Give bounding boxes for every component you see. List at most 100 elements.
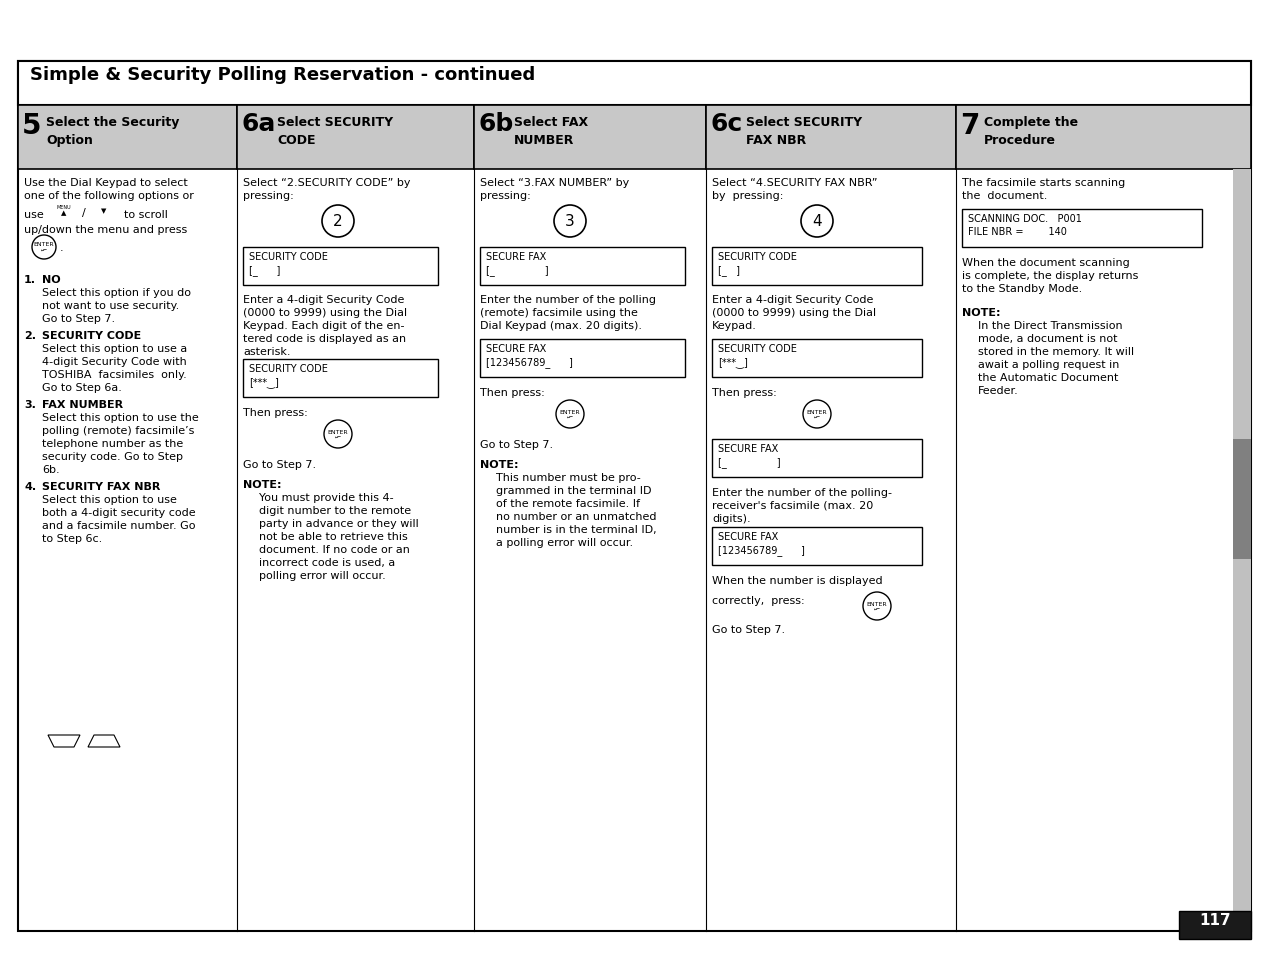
Text: You must provide this 4-: You must provide this 4- xyxy=(259,493,393,502)
Text: Select “3.FAX NUMBER” by: Select “3.FAX NUMBER” by xyxy=(480,178,629,188)
Bar xyxy=(956,106,1251,170)
Text: SECURE FAX: SECURE FAX xyxy=(718,532,778,541)
Polygon shape xyxy=(88,735,121,747)
Text: Select this option to use: Select this option to use xyxy=(42,495,176,504)
Text: ENTER: ENTER xyxy=(867,601,887,606)
Text: Go to Step 7.: Go to Step 7. xyxy=(242,459,316,470)
Text: 2: 2 xyxy=(334,214,343,230)
Text: Option: Option xyxy=(46,133,93,147)
Bar xyxy=(480,248,685,286)
Text: Select this option to use the: Select this option to use the xyxy=(42,413,199,422)
Text: .: . xyxy=(60,243,63,253)
Bar xyxy=(237,106,475,170)
Text: NOTE:: NOTE: xyxy=(962,308,1000,317)
Circle shape xyxy=(32,235,56,260)
Text: Go to Step 7.: Go to Step 7. xyxy=(42,314,115,324)
Text: 6b.: 6b. xyxy=(42,464,60,475)
Text: SECURE FAX: SECURE FAX xyxy=(486,344,546,354)
Text: SECURITY CODE: SECURITY CODE xyxy=(249,364,327,374)
Text: Select SECURITY: Select SECURITY xyxy=(746,116,862,129)
Text: Enter the number of the polling-: Enter the number of the polling- xyxy=(712,488,892,497)
Text: pressing:: pressing: xyxy=(242,191,293,201)
Text: ▲: ▲ xyxy=(61,210,67,215)
Text: tered code is displayed as an: tered code is displayed as an xyxy=(242,334,406,344)
Text: [***‿]: [***‿] xyxy=(718,356,747,368)
Text: The facsimile starts scanning: The facsimile starts scanning xyxy=(962,178,1126,188)
Text: mode, a document is not: mode, a document is not xyxy=(978,334,1118,344)
Bar xyxy=(1233,439,1251,559)
Text: NOTE:: NOTE: xyxy=(480,459,519,470)
Text: ←─: ←─ xyxy=(567,416,574,420)
Text: await a polling request in: await a polling request in xyxy=(978,359,1119,370)
Circle shape xyxy=(555,206,586,237)
Text: of the remote facsimile. If: of the remote facsimile. If xyxy=(496,498,640,509)
Text: not want to use security.: not want to use security. xyxy=(42,301,179,311)
Text: a polling error will occur.: a polling error will occur. xyxy=(496,537,633,547)
Text: telephone number as the: telephone number as the xyxy=(42,438,183,449)
Text: 117: 117 xyxy=(1199,912,1231,927)
Bar xyxy=(242,248,438,286)
Text: [_                ]: [_ ] xyxy=(718,456,780,467)
Text: Dial Keypad (max. 20 digits).: Dial Keypad (max. 20 digits). xyxy=(480,320,642,331)
Text: not be able to retrieve this: not be able to retrieve this xyxy=(259,532,407,541)
Text: ENTER: ENTER xyxy=(34,242,55,247)
Text: Feeder.: Feeder. xyxy=(978,386,1019,395)
Text: ENTER: ENTER xyxy=(560,409,580,414)
Bar xyxy=(1233,170,1251,931)
Text: 3.: 3. xyxy=(24,399,36,410)
Bar xyxy=(712,339,923,377)
Text: CODE: CODE xyxy=(277,133,316,147)
Circle shape xyxy=(322,206,354,237)
Text: [_   ]: [_ ] xyxy=(718,265,740,275)
Text: Select this option if you do: Select this option if you do xyxy=(42,288,192,297)
Text: Procedure: Procedure xyxy=(983,133,1056,147)
Circle shape xyxy=(803,400,831,429)
Text: Keypad.: Keypad. xyxy=(712,320,756,331)
Text: to scroll: to scroll xyxy=(124,210,168,220)
Text: ←─: ←─ xyxy=(335,435,341,440)
Text: one of the following options or: one of the following options or xyxy=(24,191,194,201)
Text: SECURITY CODE: SECURITY CODE xyxy=(42,331,141,340)
Text: NO: NO xyxy=(42,274,61,285)
Text: both a 4-digit security code: both a 4-digit security code xyxy=(42,507,195,517)
Text: ENTER: ENTER xyxy=(807,409,827,414)
Text: In the Direct Transmission: In the Direct Transmission xyxy=(978,320,1123,331)
Text: Enter a 4-digit Security Code: Enter a 4-digit Security Code xyxy=(242,294,405,305)
Text: pressing:: pressing: xyxy=(480,191,530,201)
Text: grammed in the terminal ID: grammed in the terminal ID xyxy=(496,485,651,496)
Text: SECURE FAX: SECURE FAX xyxy=(486,252,546,262)
Text: 7: 7 xyxy=(961,112,980,140)
Text: incorrect code is used, a: incorrect code is used, a xyxy=(259,558,395,567)
Text: Select the Security: Select the Security xyxy=(46,116,179,129)
Text: TOSHIBA  facsimiles  only.: TOSHIBA facsimiles only. xyxy=(42,370,187,379)
Text: digit number to the remote: digit number to the remote xyxy=(259,505,411,516)
Text: party in advance or they will: party in advance or they will xyxy=(259,518,419,529)
Text: security code. Go to Step: security code. Go to Step xyxy=(42,452,183,461)
Bar xyxy=(1179,911,1251,939)
Text: Keypad. Each digit of the en-: Keypad. Each digit of the en- xyxy=(242,320,405,331)
Text: (0000 to 9999) using the Dial: (0000 to 9999) using the Dial xyxy=(242,308,407,317)
Text: correctly,  press:: correctly, press: xyxy=(712,596,805,605)
Text: SECURE FAX: SECURE FAX xyxy=(718,443,778,454)
Bar xyxy=(242,359,438,397)
Bar xyxy=(480,339,685,377)
Text: When the number is displayed: When the number is displayed xyxy=(712,576,883,585)
Text: SECURITY FAX NBR: SECURITY FAX NBR xyxy=(42,481,160,492)
Text: ▼: ▼ xyxy=(102,208,107,213)
Text: 3: 3 xyxy=(565,214,575,230)
Text: Use the Dial Keypad to select: Use the Dial Keypad to select xyxy=(24,178,188,188)
Text: Go to Step 7.: Go to Step 7. xyxy=(480,439,553,450)
Text: 4-digit Security Code with: 4-digit Security Code with xyxy=(42,356,187,367)
Text: up/down the menu and press: up/down the menu and press xyxy=(24,225,188,234)
Text: Select “2.SECURITY CODE” by: Select “2.SECURITY CODE” by xyxy=(242,178,410,188)
Text: 4.: 4. xyxy=(24,481,36,492)
Bar xyxy=(962,210,1202,248)
Text: Then press:: Then press: xyxy=(712,388,777,397)
Text: Simple & Security Polling Reservation - continued: Simple & Security Polling Reservation - … xyxy=(30,66,536,84)
Text: /: / xyxy=(82,208,86,218)
Text: Select SECURITY: Select SECURITY xyxy=(277,116,393,129)
Text: 1.: 1. xyxy=(24,274,36,285)
Text: (remote) facsimile using the: (remote) facsimile using the xyxy=(480,308,638,317)
Text: Go to Step 7.: Go to Step 7. xyxy=(712,624,786,635)
Bar xyxy=(18,106,237,170)
